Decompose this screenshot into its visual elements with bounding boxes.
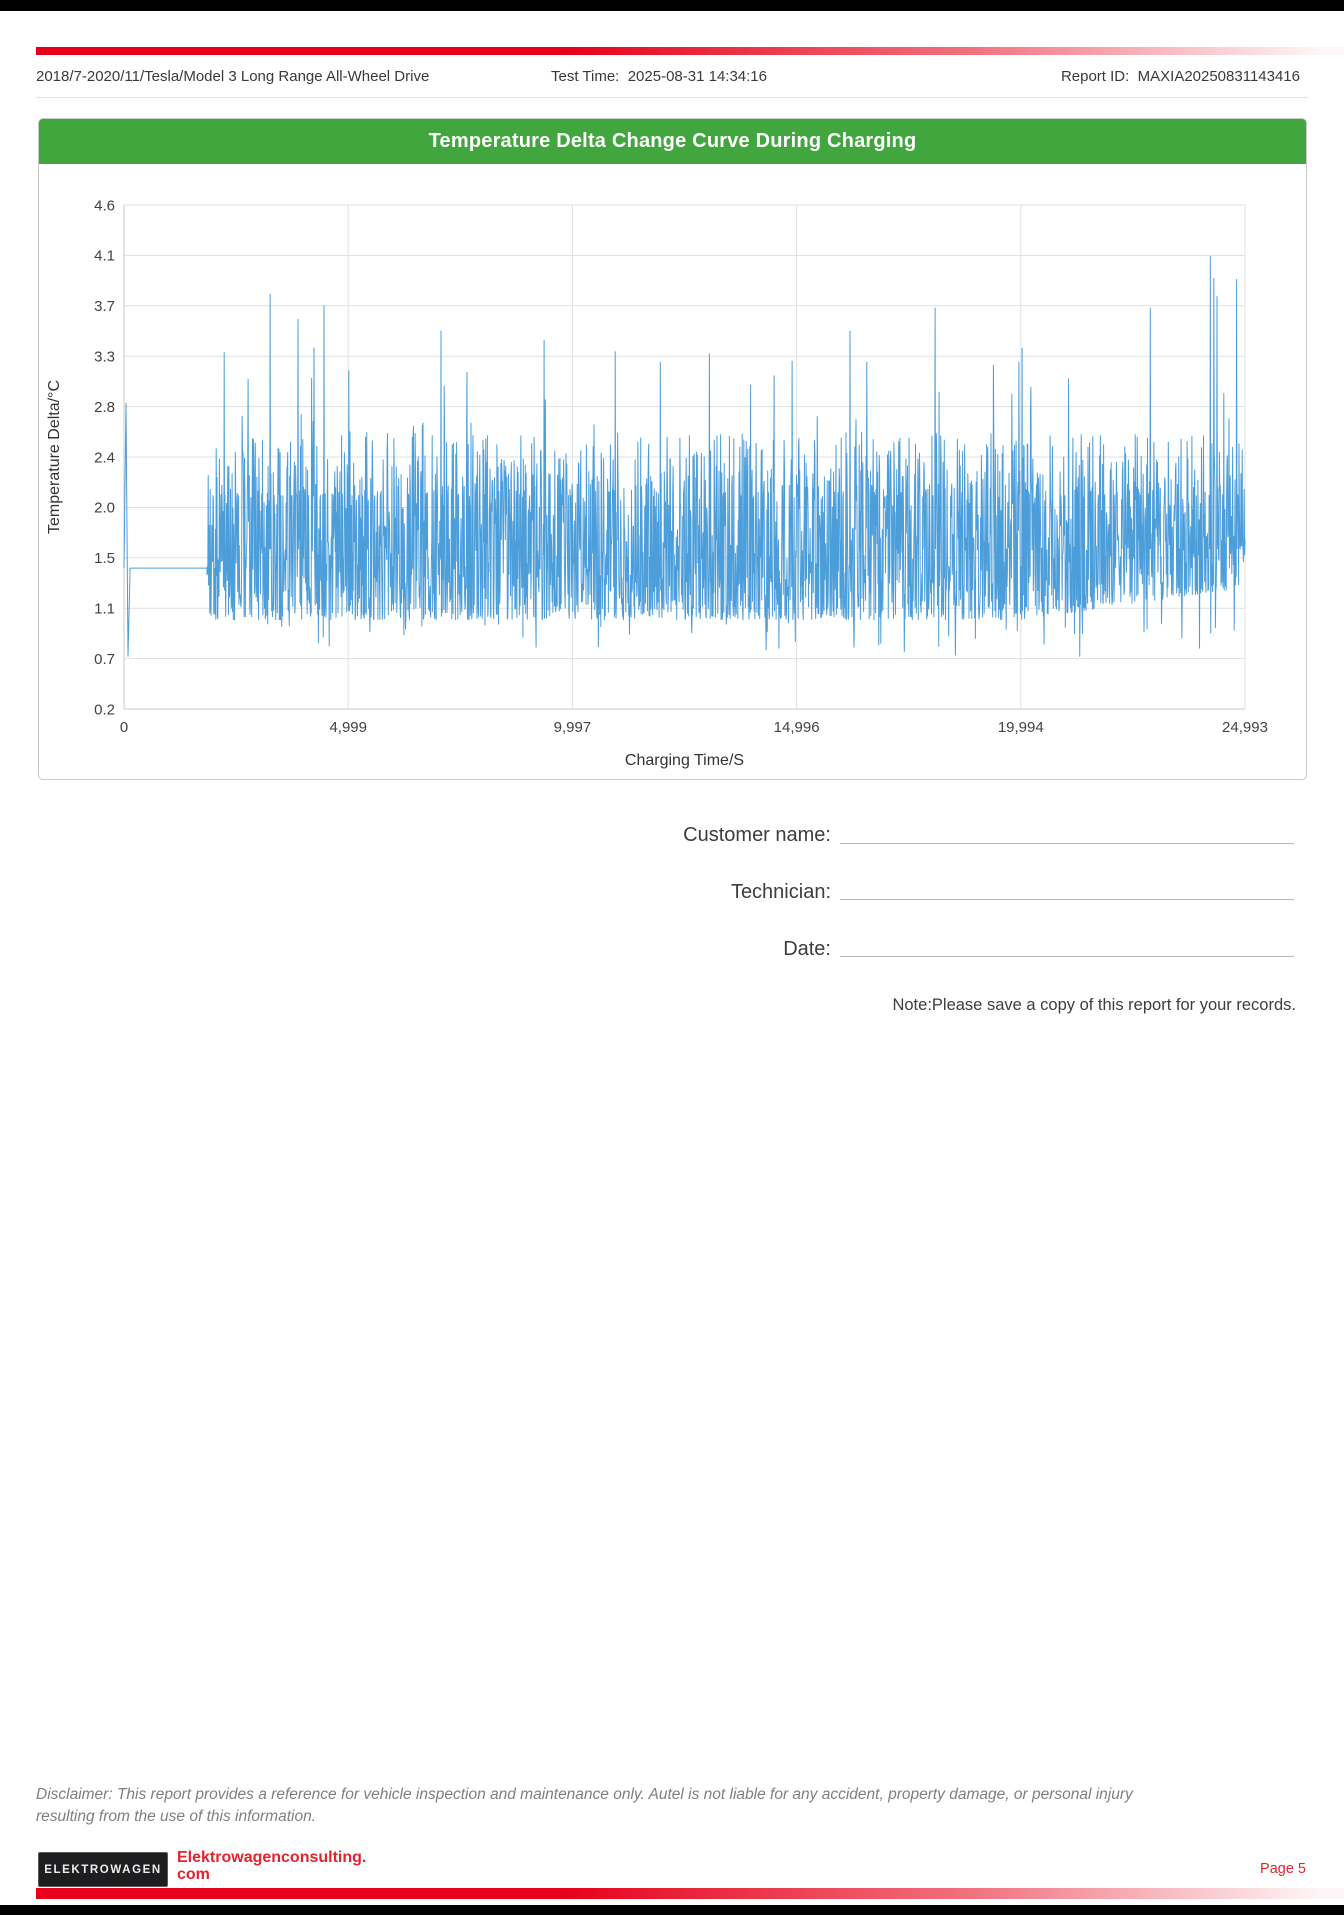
date-line xyxy=(840,956,1294,957)
y-tick-label: 4.1 xyxy=(94,248,115,265)
note-text: Note:Please save a copy of this report f… xyxy=(892,996,1296,1014)
vehicle-info-text: 2018/7-2020/11/Tesla/Model 3 Long Range … xyxy=(36,68,430,85)
technician-line xyxy=(840,899,1294,900)
elektrowagen-logo-text: ELEKTROWAGEN xyxy=(44,1863,162,1876)
test-time-label: Test Time: xyxy=(551,68,620,85)
elektrowagen-logo: ELEKTROWAGEN xyxy=(38,1852,168,1887)
report-id-label: Report ID: xyxy=(1060,68,1130,85)
x-tick-label: 0 xyxy=(120,719,128,736)
header-divider xyxy=(36,97,1308,98)
test-time-value: 2025-08-31 14:34:16 xyxy=(627,68,767,85)
date-label: Date: xyxy=(783,938,831,960)
x-tick-label: 9,997 xyxy=(554,719,592,736)
page-number: Page 5 xyxy=(1260,1861,1306,1877)
y-tick-label: 3.7 xyxy=(94,298,115,315)
technician-label: Technician: xyxy=(730,881,831,903)
x-tick-label: 24,993 xyxy=(1222,719,1268,736)
y-tick-label: 2.8 xyxy=(94,399,115,416)
report-id-value: MAXIA20250831143416 xyxy=(1137,68,1300,85)
footer-url-link[interactable]: Elektrowagenconsulting. com xyxy=(177,1849,366,1883)
footer-url-line1: Elektrowagenconsulting. xyxy=(177,1849,367,1866)
y-tick-label: 2.0 xyxy=(94,500,115,517)
y-tick-label: 1.1 xyxy=(94,600,115,617)
x-axis-title: Charging Time/S xyxy=(625,752,744,769)
report-id: Report ID: MAXIA20250831143416 xyxy=(1061,68,1300,85)
x-tick-label: 19,994 xyxy=(998,719,1044,736)
bottom-red-gradient-bar xyxy=(36,1888,1344,1899)
top-red-gradient-bar xyxy=(36,47,1344,55)
chart-title: Temperature Delta Change Curve During Ch… xyxy=(428,130,917,152)
top-black-bar xyxy=(0,0,1344,11)
x-tick-label: 4,999 xyxy=(329,719,367,736)
date-row: Date: xyxy=(436,938,831,961)
y-tick-label: 0.7 xyxy=(94,651,115,668)
temperature-delta-chart: 0.2 0.7 1.1 1.5 2.0 2.4 2.8 3.3 3.7 4.1 4.6 0 4,999 9… xyxy=(46,197,1268,769)
bottom-black-bar xyxy=(0,1905,1344,1915)
y-axis-title: Temperature Delta/°C xyxy=(46,380,63,534)
y-tick-label: 3.3 xyxy=(94,348,115,365)
temperature-delta-series xyxy=(123,256,1246,657)
y-tick-label: 0.2 xyxy=(94,701,115,718)
y-tick-label: 4.6 xyxy=(94,197,115,214)
technician-row: Technician: xyxy=(436,881,831,904)
customer-name-line xyxy=(840,843,1294,844)
test-time: Test Time: 2025-08-31 14:34:16 xyxy=(551,68,767,85)
y-tick-label: 1.5 xyxy=(94,550,115,567)
disclaimer-text: Disclaimer: This report provides a refer… xyxy=(36,1786,1133,1825)
temperature-delta-chart-card: Temperature Delta Change Curve During Ch… xyxy=(38,118,1307,780)
customer-name-row: Customer name: xyxy=(436,824,831,847)
x-tick-label: 14,996 xyxy=(774,719,820,736)
footer-url-line2: com xyxy=(177,1866,210,1883)
customer-name-label: Customer name: xyxy=(683,824,831,846)
chart-title-bar: Temperature Delta Change Curve During Ch… xyxy=(39,119,1306,164)
y-tick-label: 2.4 xyxy=(94,449,115,466)
